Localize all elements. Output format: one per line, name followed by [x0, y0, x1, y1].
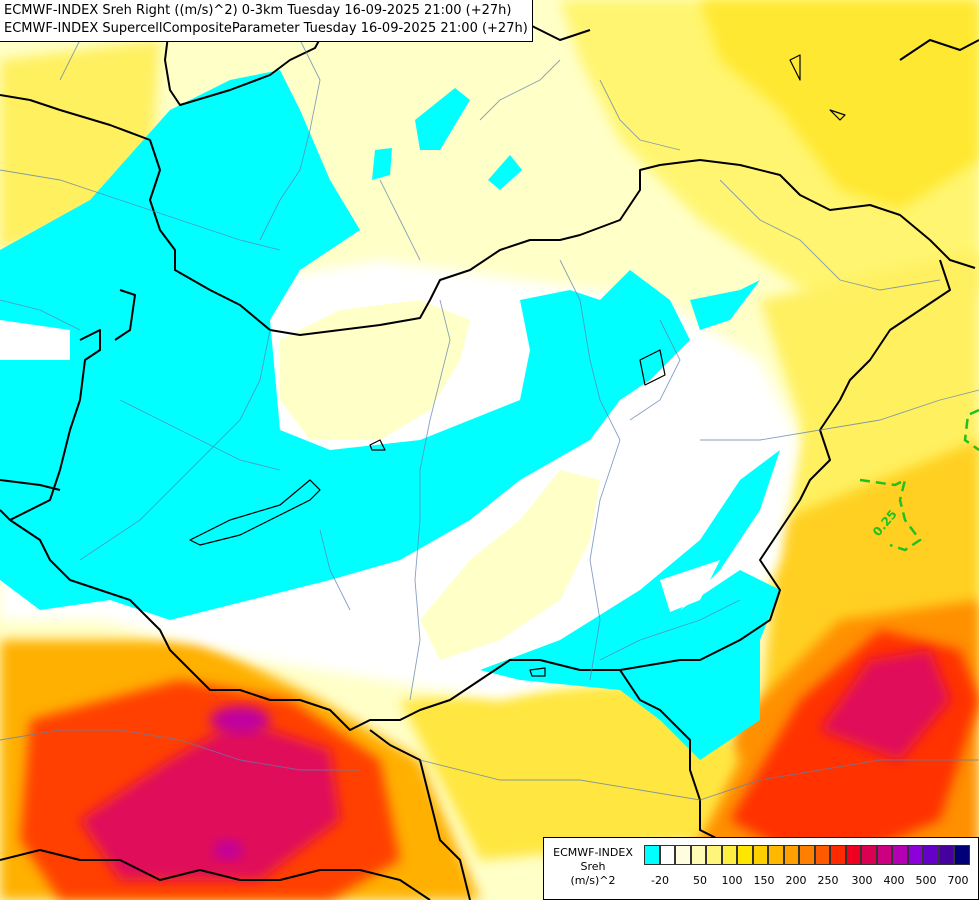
scp-contour — [859, 408, 979, 552]
map-title-box: ECMWF-INDEX Sreh Right ((m/s)^2) 0-3km T… — [0, 0, 533, 42]
legend-tick-label: 200 — [785, 874, 807, 887]
legend-tick-label: 400 — [883, 874, 905, 887]
legend-swatch — [768, 845, 784, 865]
legend-swatch — [659, 845, 675, 865]
legend-swatch — [706, 845, 722, 865]
legend-swatch — [783, 845, 799, 865]
legend-tick-label: -20 — [651, 874, 669, 887]
legend-swatch — [907, 845, 923, 865]
legend-swatch — [892, 845, 908, 865]
legend-tick-label: 150 — [753, 874, 775, 887]
legend-swatch — [814, 845, 830, 865]
legend-tick-label: 250 — [817, 874, 839, 887]
legend-tick-label: 500 — [915, 874, 937, 887]
legend-tick-label: 50 — [693, 874, 707, 887]
legend-swatch — [690, 845, 706, 865]
color-legend: ECMWF-INDEX Sreh (m/s)^2 -20 50 100 150 200 2… — [543, 837, 979, 900]
legend-swatch — [876, 845, 892, 865]
legend-tick-label: 700 — [947, 874, 969, 887]
legend-swatch — [721, 845, 737, 865]
legend-swatch — [675, 845, 691, 865]
legend-swatch — [938, 845, 954, 865]
legend-tick-label: 100 — [721, 874, 743, 887]
legend-swatch — [830, 845, 846, 865]
legend-swatch — [861, 845, 877, 865]
legend-swatch — [845, 845, 861, 865]
legend-line-model: ECMWF-INDEX — [553, 846, 633, 859]
legend-line-param: Sreh — [580, 860, 606, 873]
legend-swatch — [954, 845, 970, 865]
legend-line-unit: (m/s)^2 — [570, 874, 616, 887]
legend-swatch — [737, 845, 753, 865]
legend-ticks: -20 50 100 150 200 250 300 400 500 700 — [644, 874, 974, 890]
legend-title: ECMWF-INDEX Sreh (m/s)^2 — [548, 846, 638, 888]
legend-swatch — [799, 845, 815, 865]
legend-tick-label: 300 — [851, 874, 873, 887]
rivers — [0, 19, 979, 801]
legend-swatch — [752, 845, 768, 865]
legend-swatch — [923, 845, 939, 865]
legend-swatch — [644, 845, 660, 865]
legend-swatches — [644, 845, 970, 865]
title-scp: ECMWF-INDEX SupercellCompositeParameter … — [4, 21, 528, 36]
title-sreh: ECMWF-INDEX Sreh Right ((m/s)^2) 0-3km T… — [4, 3, 512, 18]
